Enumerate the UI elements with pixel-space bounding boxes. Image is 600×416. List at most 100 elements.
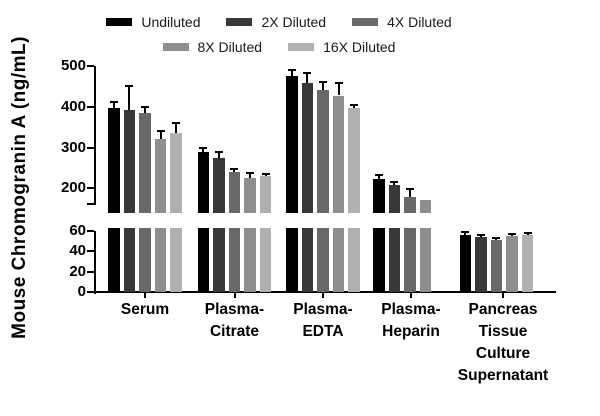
legend-swatch-icon: [288, 43, 315, 51]
group-label: Serum: [120, 301, 170, 318]
category-tick: [144, 293, 146, 298]
error-bar-cap: [303, 71, 312, 74]
error-bar-cap: [109, 100, 118, 103]
y-tick-label: 500: [60, 57, 86, 75]
error-bar-cap: [405, 188, 414, 191]
error-bar-cap: [390, 181, 399, 184]
bar: [244, 177, 256, 213]
bar: [404, 228, 416, 292]
y-axis-tick: [87, 270, 94, 273]
error-bar-cap: [261, 172, 270, 175]
error-bar-cap: [461, 231, 470, 233]
bar: [139, 113, 151, 213]
y-axis-lower-line: [94, 231, 96, 294]
legend-label: 2X Diluted: [261, 14, 327, 30]
y-axis-tick: [87, 187, 94, 190]
bar: [154, 138, 167, 213]
category-tick: [410, 293, 412, 298]
category-tick: [233, 293, 236, 298]
group-label: Pancreas Tissue Culture Supernatant: [457, 301, 549, 384]
legend-item: 8X Diluted: [162, 39, 263, 55]
error-bar-stem: [217, 150, 220, 158]
bar: [317, 228, 329, 292]
bar: [332, 95, 345, 213]
legend-item: 16X Diluted: [288, 39, 395, 55]
error-bar-cap: [508, 233, 517, 236]
error-bar-cap: [214, 150, 223, 153]
category-tick: [502, 293, 504, 298]
legend-label: 4X Diluted: [387, 14, 452, 30]
error-bar-cap: [374, 174, 383, 177]
y-tick-label: 60: [69, 222, 86, 239]
bar: [228, 228, 241, 292]
error-bar-cap: [492, 237, 501, 240]
bar: [490, 240, 503, 292]
legend-label: 16X Diluted: [323, 39, 396, 55]
error-bar-cap: [523, 232, 532, 235]
error-bar-stem: [290, 69, 293, 76]
bar: [123, 110, 136, 213]
bar: [170, 132, 182, 213]
bar: [317, 89, 329, 213]
lower-segment: [96, 228, 556, 292]
error-bar-stem: [143, 106, 146, 113]
bar: [419, 228, 432, 292]
bar: [197, 152, 209, 213]
category-tick: [322, 293, 324, 298]
legend-swatch-icon: [106, 18, 133, 26]
group-label: Plasma- Citrate: [204, 301, 265, 340]
bar: [373, 178, 385, 213]
bar: [419, 199, 432, 213]
bar: [197, 228, 209, 292]
bar: [286, 75, 298, 213]
legend-swatch-icon: [162, 43, 189, 51]
error-bar-stem: [249, 172, 252, 178]
y-tick-label: 200: [60, 179, 86, 197]
bar: [108, 108, 120, 213]
error-bar-stem: [321, 80, 324, 90]
x-axis-line: [94, 291, 556, 293]
bar: [388, 228, 401, 292]
error-bar-stem: [112, 100, 115, 109]
bar: [459, 235, 471, 292]
error-bar-cap: [318, 80, 327, 83]
group-label: Plasma- Heparin: [381, 301, 441, 340]
error-bar-stem: [202, 146, 205, 153]
y-axis-upper-line: [94, 66, 96, 205]
y-tick-label: 400: [60, 97, 86, 115]
axis-break-stub: [87, 203, 94, 205]
legend-label: 8X Diluted: [197, 39, 263, 55]
bar: [373, 228, 385, 292]
legend-row: Undiluted 2X Diluted 4X Diluted: [95, 14, 463, 30]
error-bar-cap: [334, 81, 343, 84]
bar: [475, 237, 487, 292]
y-axis-tick: [87, 230, 94, 232]
y-axis-tick: [87, 146, 94, 149]
bar: [404, 197, 416, 213]
y-axis-tick: [87, 65, 94, 68]
legend-item: Undiluted: [106, 14, 200, 30]
legend-item: 4X Diluted: [352, 14, 452, 30]
error-bar-cap: [125, 84, 134, 87]
error-bar-cap: [246, 172, 255, 175]
error-bar-cap: [350, 104, 359, 107]
bar: [259, 176, 272, 213]
bar: [301, 82, 314, 213]
y-axis-tick: [87, 291, 94, 293]
bar: [259, 228, 272, 292]
bar: [286, 228, 298, 292]
bar: [244, 228, 256, 292]
error-bar-stem: [464, 231, 467, 236]
bar: [213, 228, 225, 292]
legend-item: 2X Diluted: [226, 14, 326, 30]
bar: [228, 172, 241, 213]
legend-row: 8X Diluted 16X Diluted: [95, 39, 463, 55]
error-bar-cap: [156, 130, 165, 133]
bar: [123, 228, 136, 292]
error-bar-cap: [230, 167, 239, 170]
error-bar-stem: [306, 71, 309, 83]
error-bar-cap: [199, 146, 208, 149]
legend-swatch-icon: [352, 18, 379, 26]
error-bar-stem: [377, 174, 380, 179]
bar: [213, 157, 225, 213]
